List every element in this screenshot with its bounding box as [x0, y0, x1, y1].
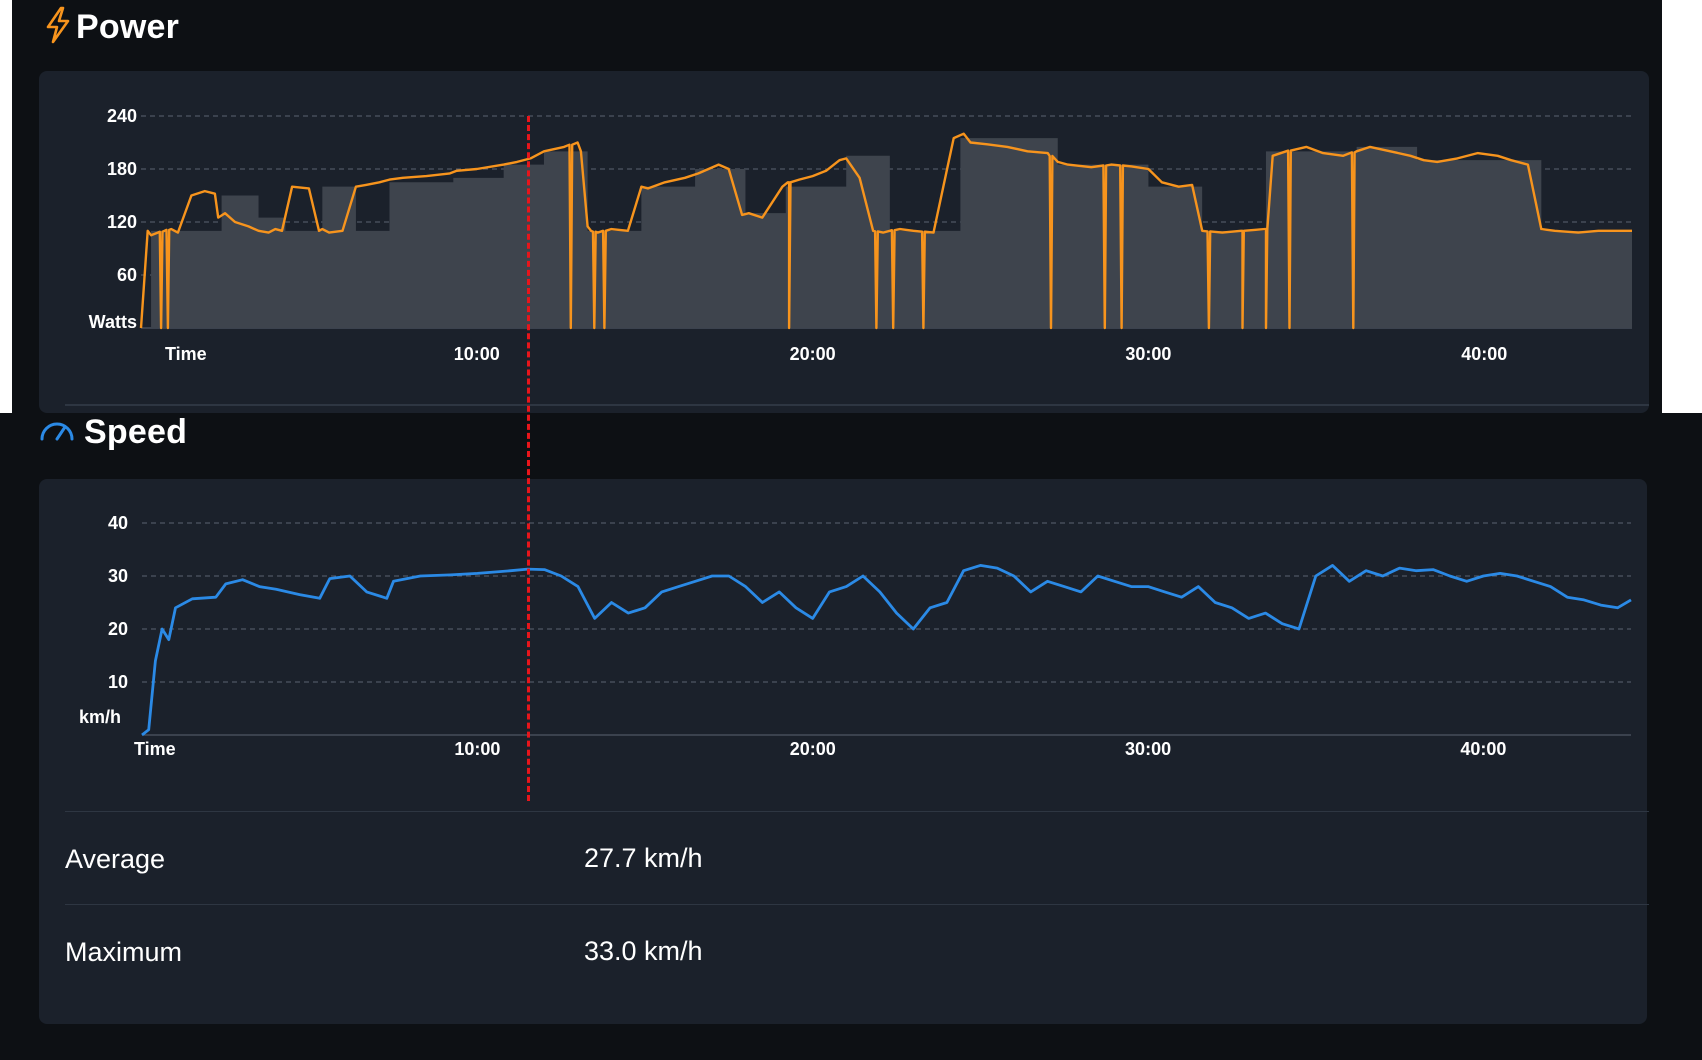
speed-x-axis-label: Time — [134, 739, 176, 759]
speed-x-axis-labels: 10:00 20:00 30:00 40:00 — [454, 739, 1506, 759]
power-series-line — [139, 132, 1632, 330]
speed-series-line — [141, 564, 1632, 737]
speed-y-axis-labels: 10 20 30 40 — [108, 513, 128, 692]
power-header: Power — [44, 6, 179, 49]
stats-label-maximum: Maximum — [65, 937, 183, 967]
power-chart[interactable]: 60 120 180 240 10:00 20:00 30:00 40:00 Watts T… — [39, 71, 1649, 413]
speed-x-tick-label: 40:00 — [1460, 739, 1506, 759]
speed-title: Speed — [84, 413, 188, 451]
stats-value-average: 27.7 km/h — [584, 843, 703, 873]
stats-value-maximum: 33.0 km/h — [584, 936, 703, 966]
lightning-bolt-icon — [44, 6, 72, 49]
speed-y-tick-label: 20 — [108, 619, 128, 639]
stats-row-maximum: Maximum 33.0 km/h — [65, 904, 1649, 997]
speed-y-tick-label: 40 — [108, 513, 128, 533]
power-chart-card: 60 120 180 240 10:00 20:00 30:00 40:00 Watts T… — [39, 71, 1649, 413]
speed-y-tick-label: 30 — [108, 566, 128, 586]
time-cursor-line[interactable] — [527, 116, 531, 801]
power-title: Power — [76, 8, 180, 46]
power-y-tick-label: 120 — [107, 212, 137, 232]
power-y-tick-label: 60 — [117, 265, 137, 285]
speed-section: Speed 10 20 30 40 10:00 20:00 30:00 40:00 km/h… — [0, 413, 1702, 1060]
power-card-divider — [65, 404, 1649, 406]
power-x-tick-label: 20:00 — [790, 344, 836, 364]
stats-row-average: Average 27.7 km/h — [65, 811, 1649, 904]
power-y-tick-label: 180 — [107, 159, 137, 179]
power-x-tick-label: 40:00 — [1461, 344, 1507, 364]
speed-chart-card: 10 20 30 40 10:00 20:00 30:00 40:00 km/h Time … — [39, 479, 1649, 1024]
speed-header: Speed — [38, 413, 187, 452]
speed-grid — [142, 522, 1631, 736]
speed-x-tick-label: 10:00 — [454, 739, 500, 759]
power-y-unit-label: Watts — [89, 312, 137, 332]
power-target-area — [141, 138, 1632, 328]
speed-y-tick-label: 10 — [108, 672, 128, 692]
power-x-axis-labels: 10:00 20:00 30:00 40:00 — [454, 344, 1507, 364]
speed-x-tick-label: 30:00 — [1125, 739, 1171, 759]
speed-y-unit-label: km/h — [79, 707, 121, 727]
speed-x-tick-label: 20:00 — [790, 739, 836, 759]
power-x-axis-label: Time — [165, 344, 207, 364]
power-x-tick-label: 30:00 — [1125, 344, 1171, 364]
speed-chart[interactable]: 10 20 30 40 10:00 20:00 30:00 40:00 km/h Time — [39, 479, 1647, 809]
power-x-tick-label: 10:00 — [454, 344, 500, 364]
speedometer-icon — [38, 415, 76, 450]
stats-label-average: Average — [65, 844, 166, 874]
power-y-axis-labels: 60 120 180 240 — [107, 106, 137, 285]
power-y-tick-label: 240 — [107, 106, 137, 126]
power-section: Power 60 120 180 240 10:00 20:00 30:00 40:00 W… — [12, 0, 1662, 413]
